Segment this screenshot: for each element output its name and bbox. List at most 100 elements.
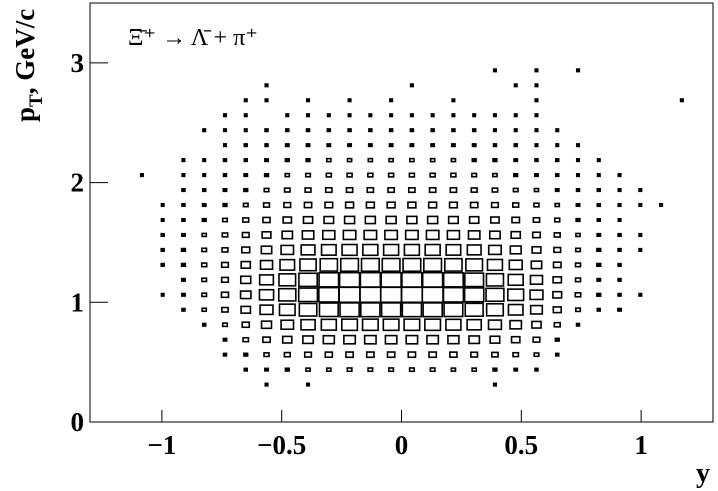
bin-box xyxy=(305,113,311,118)
bin-box xyxy=(451,98,456,103)
x-tick-label: 1 xyxy=(634,430,648,460)
bin-box xyxy=(367,172,374,178)
bin-box xyxy=(387,172,395,178)
bin-box xyxy=(319,257,339,272)
bin-box xyxy=(202,173,207,178)
bin-box xyxy=(222,113,228,118)
bin-box xyxy=(507,303,524,316)
bin-box xyxy=(554,173,560,178)
bin-box xyxy=(617,307,623,312)
bin-box xyxy=(510,335,521,344)
bin-box xyxy=(264,143,269,148)
bin-box xyxy=(529,304,544,315)
bin-box xyxy=(344,201,355,209)
bin-box xyxy=(301,230,315,240)
bin-box xyxy=(283,187,291,193)
bin-box xyxy=(513,367,519,372)
bin-box xyxy=(181,307,186,312)
x-tick-label: −1 xyxy=(147,430,176,460)
bin-box xyxy=(278,303,296,317)
bin-box xyxy=(513,113,518,118)
bin-box xyxy=(447,334,460,345)
bin-box xyxy=(385,215,397,225)
bin-box xyxy=(338,271,361,288)
bin-box xyxy=(343,334,357,345)
bin-box xyxy=(509,319,523,330)
bin-box xyxy=(469,201,479,209)
bin-box xyxy=(533,202,540,208)
bin-box xyxy=(445,318,462,331)
bin-box xyxy=(659,202,664,208)
bin-box xyxy=(596,202,602,208)
bin-box xyxy=(222,337,228,342)
bin-box xyxy=(264,128,269,133)
bin-box xyxy=(426,215,439,225)
bin-box xyxy=(402,257,422,273)
bin-box xyxy=(405,334,419,345)
bin-box xyxy=(160,217,165,223)
bin-box xyxy=(221,322,229,328)
bin-box xyxy=(430,143,436,148)
bin-box xyxy=(241,231,250,239)
bin-box xyxy=(534,128,539,133)
bin-box xyxy=(160,202,165,208)
bin-box xyxy=(339,257,360,273)
bin-box xyxy=(305,157,311,163)
bin-box xyxy=(382,243,400,257)
bin-box xyxy=(363,334,377,345)
bin-box xyxy=(534,143,539,148)
bin-box xyxy=(280,319,295,331)
bin-box xyxy=(305,143,311,148)
bin-box xyxy=(555,128,560,133)
bin-box xyxy=(362,243,379,257)
bin-box xyxy=(552,276,563,284)
bin-box xyxy=(388,143,394,148)
bin-box xyxy=(424,243,441,257)
bin-box xyxy=(297,287,319,303)
bin-box xyxy=(201,247,208,253)
bin-box xyxy=(347,143,353,148)
bin-box xyxy=(381,257,401,273)
bin-box xyxy=(367,143,373,148)
bin-box xyxy=(552,290,563,299)
bin-box xyxy=(241,321,251,329)
bin-box xyxy=(284,143,290,148)
bin-box xyxy=(513,158,519,163)
bin-box xyxy=(361,318,379,332)
bin-box xyxy=(554,352,560,357)
bin-box xyxy=(299,258,317,272)
bin-box xyxy=(575,68,581,73)
bin-box xyxy=(513,172,519,178)
bin-box xyxy=(277,287,297,302)
bin-box xyxy=(445,243,462,256)
bin-box xyxy=(403,318,421,332)
bin-box xyxy=(426,334,440,345)
bin-box xyxy=(471,143,477,148)
bin-box xyxy=(302,215,314,225)
bin-box xyxy=(511,216,521,224)
bin-box xyxy=(386,201,396,209)
bin-box xyxy=(201,232,208,238)
bin-box xyxy=(596,232,602,237)
bin-box xyxy=(324,201,334,209)
x-axis-label: y xyxy=(696,458,710,489)
bin-box xyxy=(534,98,539,103)
bin-box xyxy=(181,173,186,178)
bin-box xyxy=(679,98,684,103)
bin-box xyxy=(345,187,354,194)
bin-box xyxy=(201,188,207,193)
bin-box xyxy=(284,367,290,372)
bin-box xyxy=(443,257,463,272)
bin-box xyxy=(471,367,478,372)
bin-box xyxy=(463,287,485,303)
bin-box xyxy=(487,319,503,331)
bin-box xyxy=(201,322,207,327)
bin-box xyxy=(531,245,542,254)
bin-box xyxy=(322,334,336,345)
bin-box xyxy=(202,128,207,133)
x-tick-label: −0.5 xyxy=(257,430,306,460)
bin-box xyxy=(532,336,541,343)
bin-box xyxy=(470,187,478,193)
bin-box xyxy=(447,215,459,225)
bin-box xyxy=(407,351,417,359)
